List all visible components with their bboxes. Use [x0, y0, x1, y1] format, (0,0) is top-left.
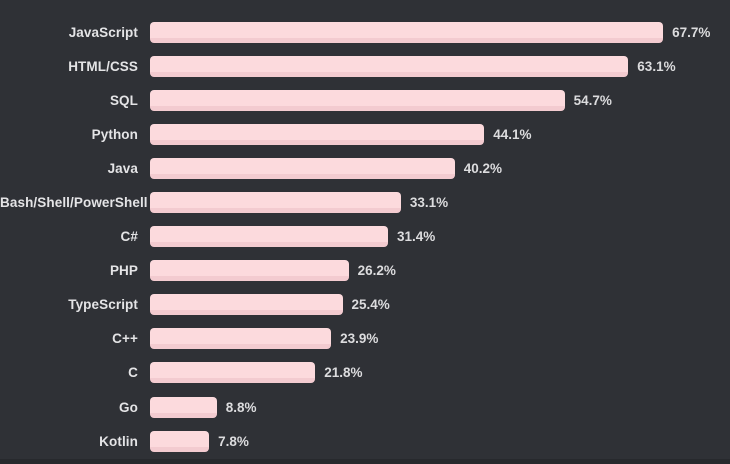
chart-row: C++ 23.9%	[0, 322, 730, 356]
category-label: JavaScript	[68, 24, 138, 40]
value-label: 33.1%	[409, 195, 449, 211]
value-label: 67.7%	[672, 24, 711, 40]
bar	[150, 157, 455, 179]
category-label: PHP	[109, 263, 138, 279]
value-label: 25.4%	[351, 297, 390, 313]
chart-row: Java 40.2%	[0, 151, 730, 185]
category-label: Python	[91, 126, 138, 142]
category-label: Go	[119, 399, 138, 415]
bar	[150, 396, 217, 418]
category-label: C#	[120, 229, 138, 245]
chart-row: Python 44.1%	[0, 117, 730, 151]
bar	[150, 430, 210, 452]
bar	[150, 362, 316, 384]
bar-area: 21.8%	[150, 362, 730, 384]
bar-area: 23.9%	[150, 328, 730, 350]
chart-row: TypeScript 25.4%	[0, 288, 730, 322]
bar	[150, 294, 343, 316]
bar	[150, 192, 401, 214]
value-label: 31.4%	[397, 229, 436, 245]
value-label: 44.1%	[493, 126, 532, 142]
bar-area: 26.2%	[150, 260, 730, 282]
value-label: 21.8%	[324, 365, 363, 381]
bar	[150, 89, 565, 111]
bar-area: 67.7%	[150, 21, 730, 43]
bar	[150, 260, 349, 282]
chart-row: JavaScript 67.7%	[0, 15, 730, 49]
bar-area: 63.1%	[150, 55, 730, 77]
chart-row: PHP 26.2%	[0, 254, 730, 288]
category-label: Bash/Shell/PowerShell	[0, 195, 148, 211]
bar-area: 7.8%	[150, 430, 730, 452]
bar	[150, 226, 388, 248]
bar-area: 8.8%	[150, 396, 730, 418]
chart-row: SQL 54.7%	[0, 83, 730, 117]
category-label: HTML/CSS	[68, 58, 138, 74]
category-label: SQL	[109, 92, 138, 108]
category-label: Java	[107, 160, 138, 176]
value-label: 8.8%	[225, 399, 257, 415]
value-label: 63.1%	[637, 58, 676, 74]
chart-row: HTML/CSS 63.1%	[0, 49, 730, 83]
value-label: 54.7%	[573, 92, 612, 108]
bar-area: 54.7%	[150, 89, 730, 111]
category-label: C++	[112, 331, 138, 347]
bar-area: 25.4%	[150, 294, 730, 316]
category-label: TypeScript	[68, 297, 138, 313]
chart-row: Bash/Shell/PowerShell 33.1%	[0, 185, 730, 219]
bar-area: 33.1%	[150, 192, 730, 214]
bottom-edge-divider	[0, 459, 730, 464]
value-label: 26.2%	[357, 263, 396, 279]
bar	[150, 21, 664, 43]
chart-row: C# 31.4%	[0, 220, 730, 254]
category-label: C	[128, 365, 138, 381]
value-label: 40.2%	[463, 160, 502, 176]
value-label: 23.9%	[340, 331, 379, 347]
bar	[150, 55, 629, 77]
chart-row: Go 8.8%	[0, 390, 730, 424]
chart-row: Kotlin 7.8%	[0, 424, 730, 458]
bar-area: 31.4%	[150, 226, 730, 248]
value-label: 7.8%	[218, 433, 249, 449]
bar-area: 44.1%	[150, 123, 730, 145]
chart-row: C 21.8%	[0, 356, 730, 390]
bar	[150, 328, 332, 350]
category-label: Kotlin	[99, 433, 138, 449]
bar	[150, 123, 485, 145]
bar-chart: JavaScript 67.7% HTML/CSS 63.1% SQL 54.7% Pyth…	[0, 15, 730, 458]
bar-area: 40.2%	[150, 157, 730, 179]
